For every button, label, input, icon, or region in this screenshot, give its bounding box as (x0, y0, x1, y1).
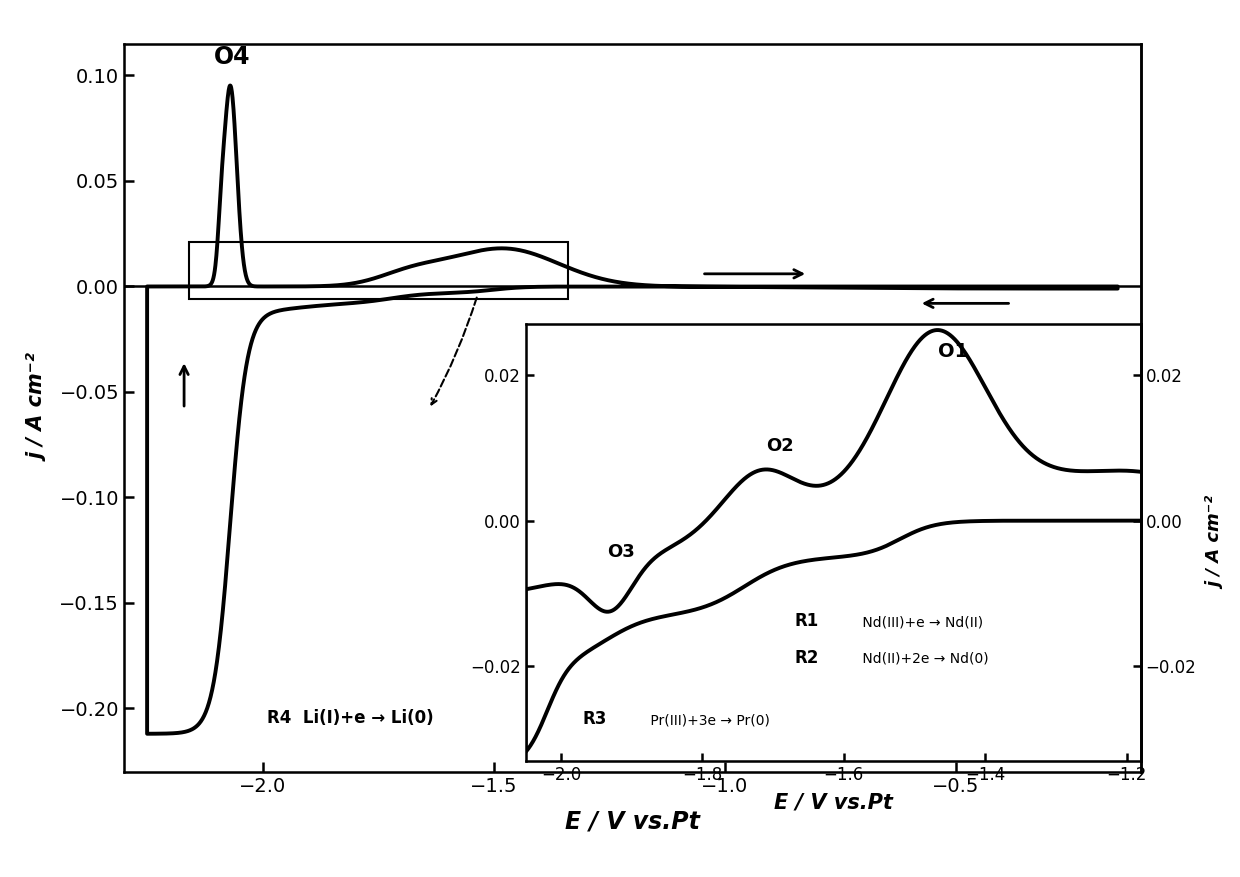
Text: E / V vs.Pt: E / V vs.Pt (1009, 373, 1121, 392)
Y-axis label: j / A cm⁻²: j / A cm⁻² (1208, 496, 1225, 588)
Text: O4: O4 (215, 46, 250, 69)
Y-axis label: j / A cm⁻²: j / A cm⁻² (29, 354, 48, 461)
Bar (188, 242, 568, 299)
X-axis label: E / V vs.Pt: E / V vs.Pt (565, 809, 699, 833)
Text: R4  Li(I)+e → Li(0): R4 Li(I)+e → Li(0) (268, 709, 434, 727)
